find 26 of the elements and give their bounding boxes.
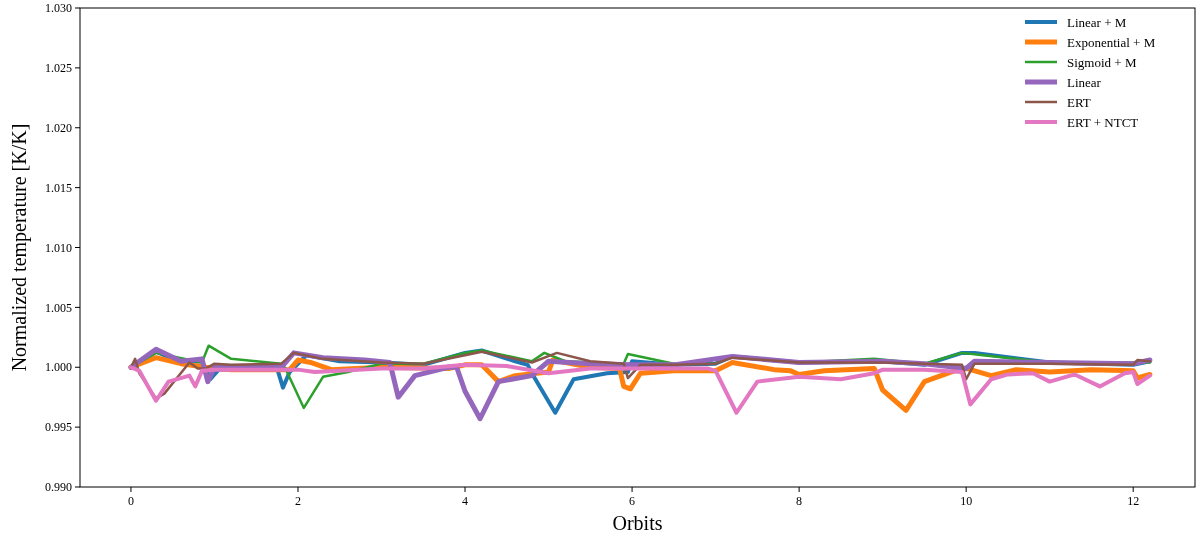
x-tick-label: 4 bbox=[462, 494, 469, 508]
x-tick-label: 12 bbox=[1127, 494, 1140, 508]
y-tick-label: 1.015 bbox=[45, 180, 72, 195]
y-tick-label: 1.025 bbox=[45, 61, 72, 76]
y-tick-label: 1.000 bbox=[45, 360, 72, 375]
y-tick-label: 1.010 bbox=[45, 240, 72, 255]
x-tick-label: 6 bbox=[629, 494, 636, 508]
y-tick-label: 1.005 bbox=[45, 300, 72, 315]
line-series bbox=[128, 362, 1152, 415]
y-tick-label: 0.990 bbox=[45, 480, 72, 495]
y-tick-label: 1.020 bbox=[45, 120, 72, 135]
x-tick-label: 10 bbox=[960, 494, 973, 508]
y-tick-label: 0.995 bbox=[45, 420, 72, 435]
legend-label: Linear bbox=[1067, 74, 1102, 90]
legend-label: ERT + NTCT bbox=[1067, 114, 1139, 130]
legend-label: ERT bbox=[1067, 94, 1091, 110]
legend-label: Linear + M bbox=[1067, 14, 1127, 30]
x-tick-label: 2 bbox=[294, 494, 301, 508]
line-series bbox=[129, 350, 1152, 400]
x-axis-title: Orbits bbox=[612, 512, 663, 534]
legend-label: Exponential + M bbox=[1067, 34, 1156, 50]
y-tick-label: 1.030 bbox=[45, 1, 72, 16]
y-axis-title: Normalized temperature [K/K] bbox=[8, 123, 31, 372]
x-tick-label: 0 bbox=[127, 494, 134, 508]
x-tick-label: 8 bbox=[796, 494, 803, 508]
legend-label: Sigmoid + M bbox=[1067, 54, 1137, 70]
